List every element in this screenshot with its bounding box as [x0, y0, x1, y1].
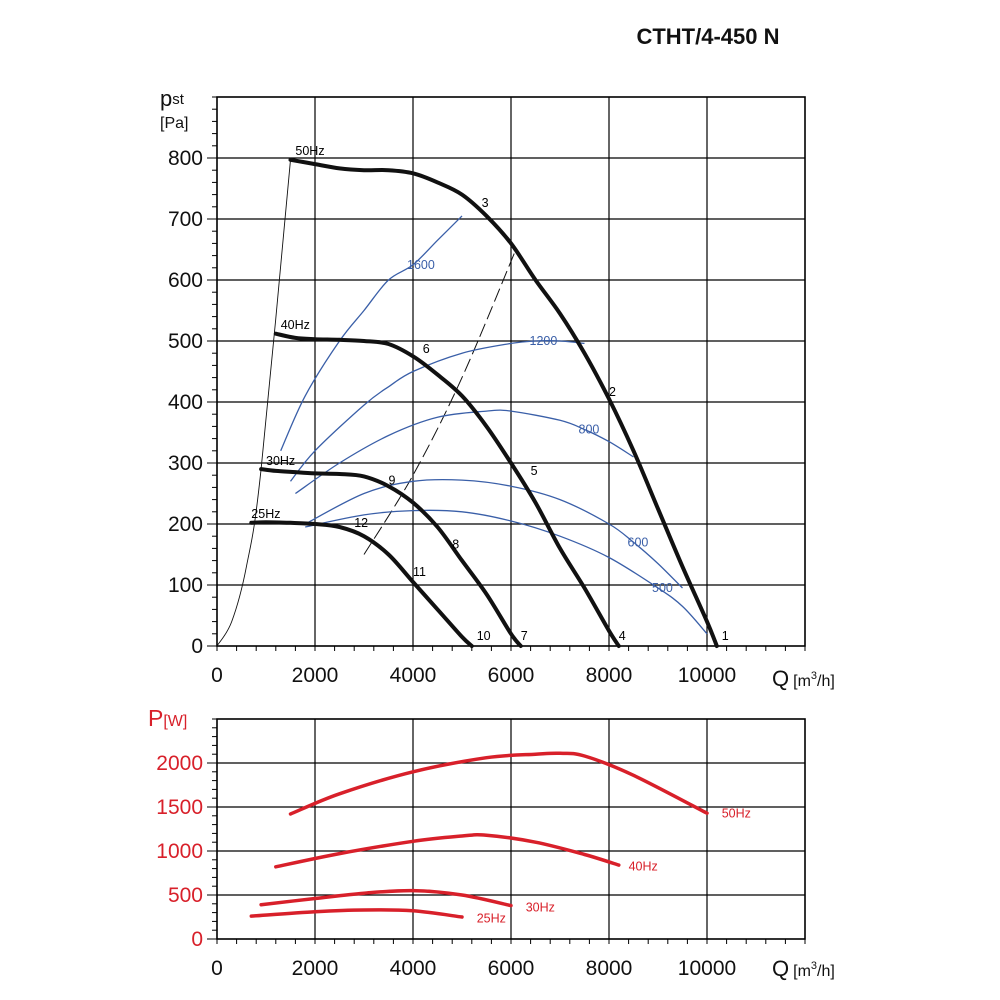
efficiency-label-1600: 1600	[407, 258, 435, 272]
operating-point-label: 10	[477, 629, 491, 643]
pressure-curve-40Hz	[273, 331, 621, 648]
pressure-curve-25Hz	[249, 520, 474, 648]
power-label-25Hz: 25Hz	[477, 911, 506, 925]
power-x-tick-label: 4000	[390, 957, 437, 980]
pressure-x-axis-label: Q [m3/h]	[772, 666, 835, 691]
operating-point-label: 1	[722, 629, 729, 643]
power-curve-40Hz	[274, 832, 621, 869]
pressure-y-tick-label: 600	[168, 269, 203, 292]
pressure-x-tick-label: 0	[211, 664, 223, 687]
power-curve-30Hz	[259, 888, 513, 908]
power-y-tick-label: 0	[191, 928, 203, 951]
power-x-tick-label: 10000	[678, 957, 736, 980]
speed-label-50Hz: 50Hz	[295, 144, 324, 158]
power-y-tick-labels: 0 500 1000 1500 2000	[156, 752, 203, 951]
power-minor-ticks	[207, 718, 806, 944]
operating-point-label: 6	[423, 342, 430, 356]
speed-label-25Hz: 25Hz	[251, 507, 280, 521]
pressure-y-tick-label: 300	[168, 452, 203, 475]
operating-point-label: 4	[619, 629, 626, 643]
pressure-y-tick-label: 100	[168, 574, 203, 597]
efficiency-label-500: 500	[652, 581, 673, 595]
pressure-y-tick-label: 500	[168, 330, 203, 353]
power-y-tick-label: 1500	[156, 796, 203, 819]
system-resistance-line	[363, 249, 517, 555]
pressure-curve-50Hz	[288, 157, 719, 648]
pressure-x-tick-label: 2000	[292, 664, 339, 687]
pressure-y-tick-label: 800	[168, 147, 203, 170]
power-x-tick-label: 8000	[586, 957, 633, 980]
chart-title: CTHT/4-450 N	[636, 24, 779, 49]
pressure-curve-labels: 1600120080060050050Hz40Hz30Hz25Hz1234567…	[251, 144, 728, 643]
power-label-30Hz: 30Hz	[526, 901, 555, 915]
efficiency-label-1200: 1200	[530, 334, 558, 348]
power-curve-25Hz	[249, 908, 464, 919]
speed-label-40Hz: 40Hz	[281, 318, 310, 332]
operating-point-label: 9	[389, 473, 396, 487]
pressure-x-tick-label: 4000	[390, 664, 437, 687]
power-curve-labels: 50Hz 40Hz 30Hz 25Hz	[477, 807, 751, 926]
pressure-y-tick-label: 0	[191, 635, 203, 658]
efficiency-label-800: 800	[579, 422, 600, 436]
operating-point-label: 5	[531, 464, 538, 478]
efficiency-curve-600	[304, 478, 683, 589]
power-y-tick-label: 1000	[156, 840, 203, 863]
envelope-line	[216, 159, 291, 647]
pressure-minor-ticks	[207, 96, 806, 651]
operating-point-label: 7	[521, 629, 528, 643]
pressure-y-tick-label: 700	[168, 208, 203, 231]
pressure-x-tick-label: 8000	[586, 664, 633, 687]
pressure-y-tick-labels: 0 100 200 300 400 500 600 700 800	[168, 147, 203, 658]
operating-point-label: 12	[354, 516, 368, 530]
pressure-y-tick-label: 200	[168, 513, 203, 536]
power-y-tick-label: 500	[168, 884, 203, 907]
efficiency-curve-1600	[280, 215, 463, 452]
operating-point-label: 3	[482, 196, 489, 210]
operating-point-label: 2	[609, 385, 616, 399]
pressure-x-tick-labels: 0 2000 4000 6000 8000 10000	[211, 664, 736, 687]
power-label-50Hz: 50Hz	[722, 807, 751, 821]
pressure-curve-30Hz	[259, 467, 523, 648]
operating-point-label: 8	[452, 537, 459, 551]
pressure-y-axis-label: pst	[160, 86, 185, 111]
power-y-tick-label: 2000	[156, 752, 203, 775]
efficiency-label-600: 600	[628, 535, 649, 549]
power-y-axis-label: P[W]	[148, 705, 187, 731]
power-x-tick-label: 0	[211, 957, 223, 980]
power-curves	[249, 751, 709, 919]
speed-label-30Hz: 30Hz	[266, 454, 295, 468]
power-x-tick-labels: 0 2000 4000 6000 8000 10000	[211, 957, 736, 980]
efficiency-curve-1200	[289, 340, 585, 482]
operating-point-label: 11	[413, 565, 426, 579]
power-curve-50Hz	[288, 751, 709, 816]
power-x-axis-label: Q [m3/h]	[772, 956, 835, 981]
pressure-y-tick-label: 400	[168, 391, 203, 414]
pressure-x-tick-label: 10000	[678, 664, 736, 687]
power-x-tick-label: 2000	[292, 957, 339, 980]
efficiency-curve-500	[305, 509, 708, 635]
pressure-curves	[216, 157, 719, 648]
power-label-40Hz: 40Hz	[629, 859, 658, 873]
pressure-chart: 0 100 200 300 400 500 600 700 800 0 2000 4000 6000 8…	[160, 86, 835, 691]
efficiency-curve-800	[295, 409, 634, 495]
pressure-grid	[217, 97, 805, 646]
power-x-tick-label: 6000	[488, 957, 535, 980]
pressure-y-axis-unit: [Pa]	[160, 115, 188, 132]
pressure-x-tick-label: 6000	[488, 664, 535, 687]
power-grid	[217, 719, 805, 939]
